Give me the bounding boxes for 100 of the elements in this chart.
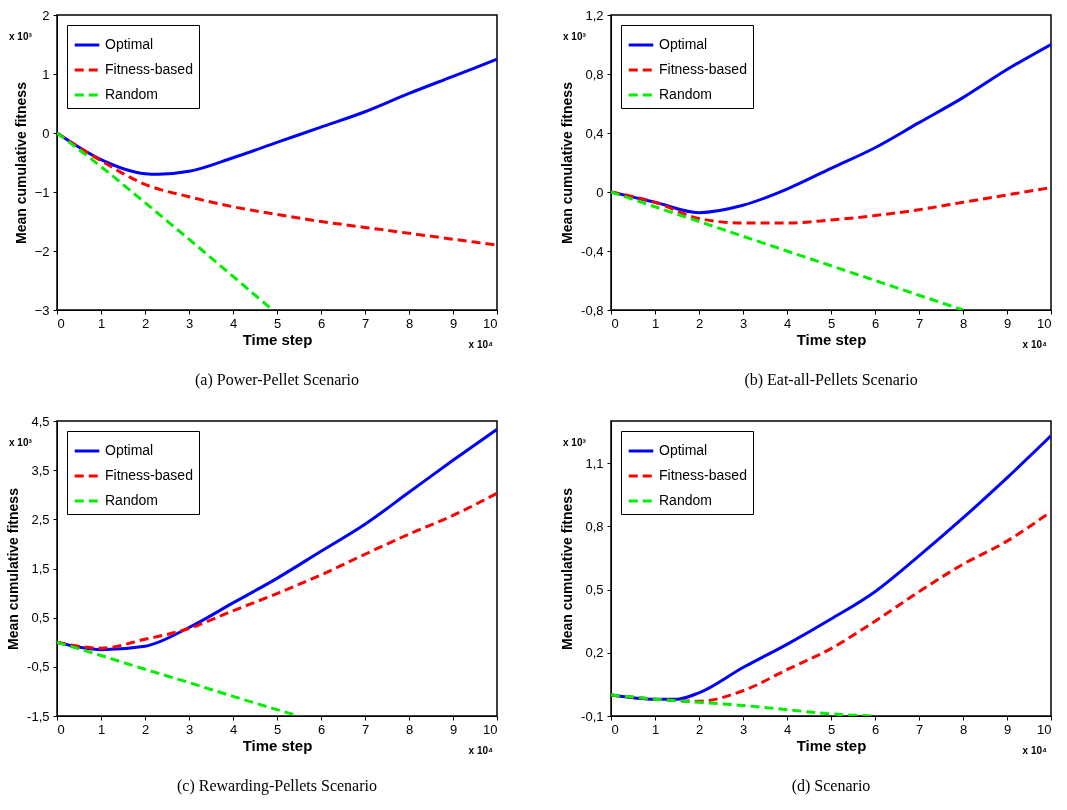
y-tick-label: 0 <box>42 125 50 141</box>
x-tick-label: 8 <box>959 315 968 331</box>
x-tick-label: 2 <box>141 721 150 737</box>
y-tick-label: 1,5 <box>31 561 50 576</box>
line-series <box>57 640 301 716</box>
x-tick-label: 4 <box>229 721 238 737</box>
text: (d) Scenario <box>791 777 871 795</box>
y-tick-label: -1,5 <box>27 708 50 724</box>
y-tick-label: 0,4 <box>585 125 604 141</box>
legend-label: Fitness-based <box>659 467 747 483</box>
x-tick-label: 9 <box>449 315 458 331</box>
line-series <box>611 190 965 310</box>
y-tick-label: 2 <box>42 7 50 23</box>
legend-label: Fitness-based <box>659 61 747 77</box>
x-tick-label: 7 <box>915 721 924 737</box>
y-axis-title: Mean cumulative fitness <box>5 487 22 650</box>
legend-label: Optimal <box>105 442 154 458</box>
x-tick-label: 3 <box>185 315 194 331</box>
text: x 10⁴ <box>1022 745 1048 756</box>
y-tick-label: 3,5 <box>31 462 50 478</box>
legend-label: Fitness-based <box>105 467 193 483</box>
x-tick-label: 9 <box>1003 315 1012 331</box>
legend-label: Random <box>659 492 712 508</box>
y-tick-label: 1,2 <box>585 7 604 23</box>
x-tick-label: 6 <box>317 721 326 737</box>
legend-label: Optimal <box>105 36 154 52</box>
y-tick-label: 0,8 <box>585 518 604 534</box>
x-tick-label: 5 <box>827 721 836 737</box>
x-tick-label: 4 <box>229 315 238 331</box>
text: (c) Rewarding-Pellets Scenario <box>177 777 377 795</box>
line-series <box>57 491 497 650</box>
x-axis-title: Time step <box>796 736 867 754</box>
x-tick-label: 1 <box>97 721 106 737</box>
y-tick-label: -0,4 <box>581 243 604 259</box>
x-tick-label: 0 <box>57 721 65 737</box>
y-axis-title: Mean cumulative fitness <box>559 81 576 244</box>
x-tick-label: 0 <box>611 721 619 737</box>
x-tick-label: 4 <box>783 721 792 737</box>
y-tick-label: 4,5 <box>31 413 50 429</box>
text: x 10³ <box>563 31 587 42</box>
x-tick-label: 7 <box>361 315 370 331</box>
y-tick-label: -0,1 <box>581 708 604 724</box>
x-tick-label: 8 <box>405 315 414 331</box>
x-tick-label: 10 <box>483 721 498 737</box>
y-tick-label: −3 <box>34 302 50 318</box>
x-tick-label: 7 <box>915 315 924 331</box>
text: x 10³ <box>9 437 33 448</box>
y-tick-label: 1,1 <box>585 455 604 471</box>
y-axis-title: Mean cumulative fitness <box>559 487 576 650</box>
x-tick-label: 5 <box>827 315 836 331</box>
x-tick-label: 6 <box>871 315 880 331</box>
legend-label: Optimal <box>659 442 708 458</box>
x-tick-label: 3 <box>739 315 748 331</box>
x-tick-label: 8 <box>959 721 968 737</box>
x-tick-label: 1 <box>651 315 660 331</box>
x-tick-label: 10 <box>483 315 498 331</box>
x-tick-label: 5 <box>273 721 282 737</box>
x-tick-label: 0 <box>611 315 619 331</box>
y-tick-label: 0,5 <box>585 582 604 598</box>
x-tick-label: 1 <box>97 315 106 331</box>
x-tick-label: 0 <box>57 315 65 331</box>
y-tick-label: -0,5 <box>27 659 50 675</box>
x-tick-label: 1 <box>651 721 660 737</box>
x-axis-title: Time step <box>242 330 313 348</box>
x-tick-label: 8 <box>405 721 414 737</box>
y-tick-label: -0,8 <box>581 302 604 318</box>
x-tick-label: 5 <box>273 315 282 331</box>
text: (b) Eat-all-Pellets Scenario <box>744 371 918 389</box>
x-tick-label: 6 <box>317 315 326 331</box>
text: x 10⁴ <box>468 339 494 350</box>
x-tick-label: 10 <box>1037 315 1052 331</box>
text: x 10⁴ <box>1022 339 1048 350</box>
x-tick-label: 2 <box>141 315 150 331</box>
x-tick-label: 4 <box>783 315 792 331</box>
y-tick-label: −1 <box>34 184 50 200</box>
x-tick-label: 2 <box>695 315 704 331</box>
y-tick-label: 2,5 <box>31 511 50 527</box>
line-series <box>611 434 1051 701</box>
x-axis-title: Time step <box>242 736 313 754</box>
x-axis-title: Time step <box>796 330 867 348</box>
x-tick-label: 3 <box>185 721 194 737</box>
y-tick-label: 1 <box>42 66 50 82</box>
legend-label: Random <box>105 492 158 508</box>
y-tick-label: 0,2 <box>585 645 604 661</box>
text: x 10⁴ <box>468 745 494 756</box>
x-tick-label: 3 <box>739 721 748 737</box>
text: (a) Power-Pellet Scenario <box>194 371 360 389</box>
legend-label: Random <box>105 86 158 102</box>
x-tick-label: 7 <box>361 721 370 737</box>
legend-label: Fitness-based <box>105 61 193 77</box>
x-tick-label: 9 <box>449 721 458 737</box>
legend-label: Random <box>659 86 712 102</box>
x-tick-label: 2 <box>695 721 704 737</box>
legend-label: Optimal <box>659 36 708 52</box>
text: x 10³ <box>9 31 33 42</box>
x-tick-label: 9 <box>1003 721 1012 737</box>
text: x 10³ <box>563 437 587 448</box>
y-tick-label: 0,8 <box>585 66 604 82</box>
y-tick-label: −2 <box>34 243 50 259</box>
y-tick-label: 0 <box>596 184 604 200</box>
